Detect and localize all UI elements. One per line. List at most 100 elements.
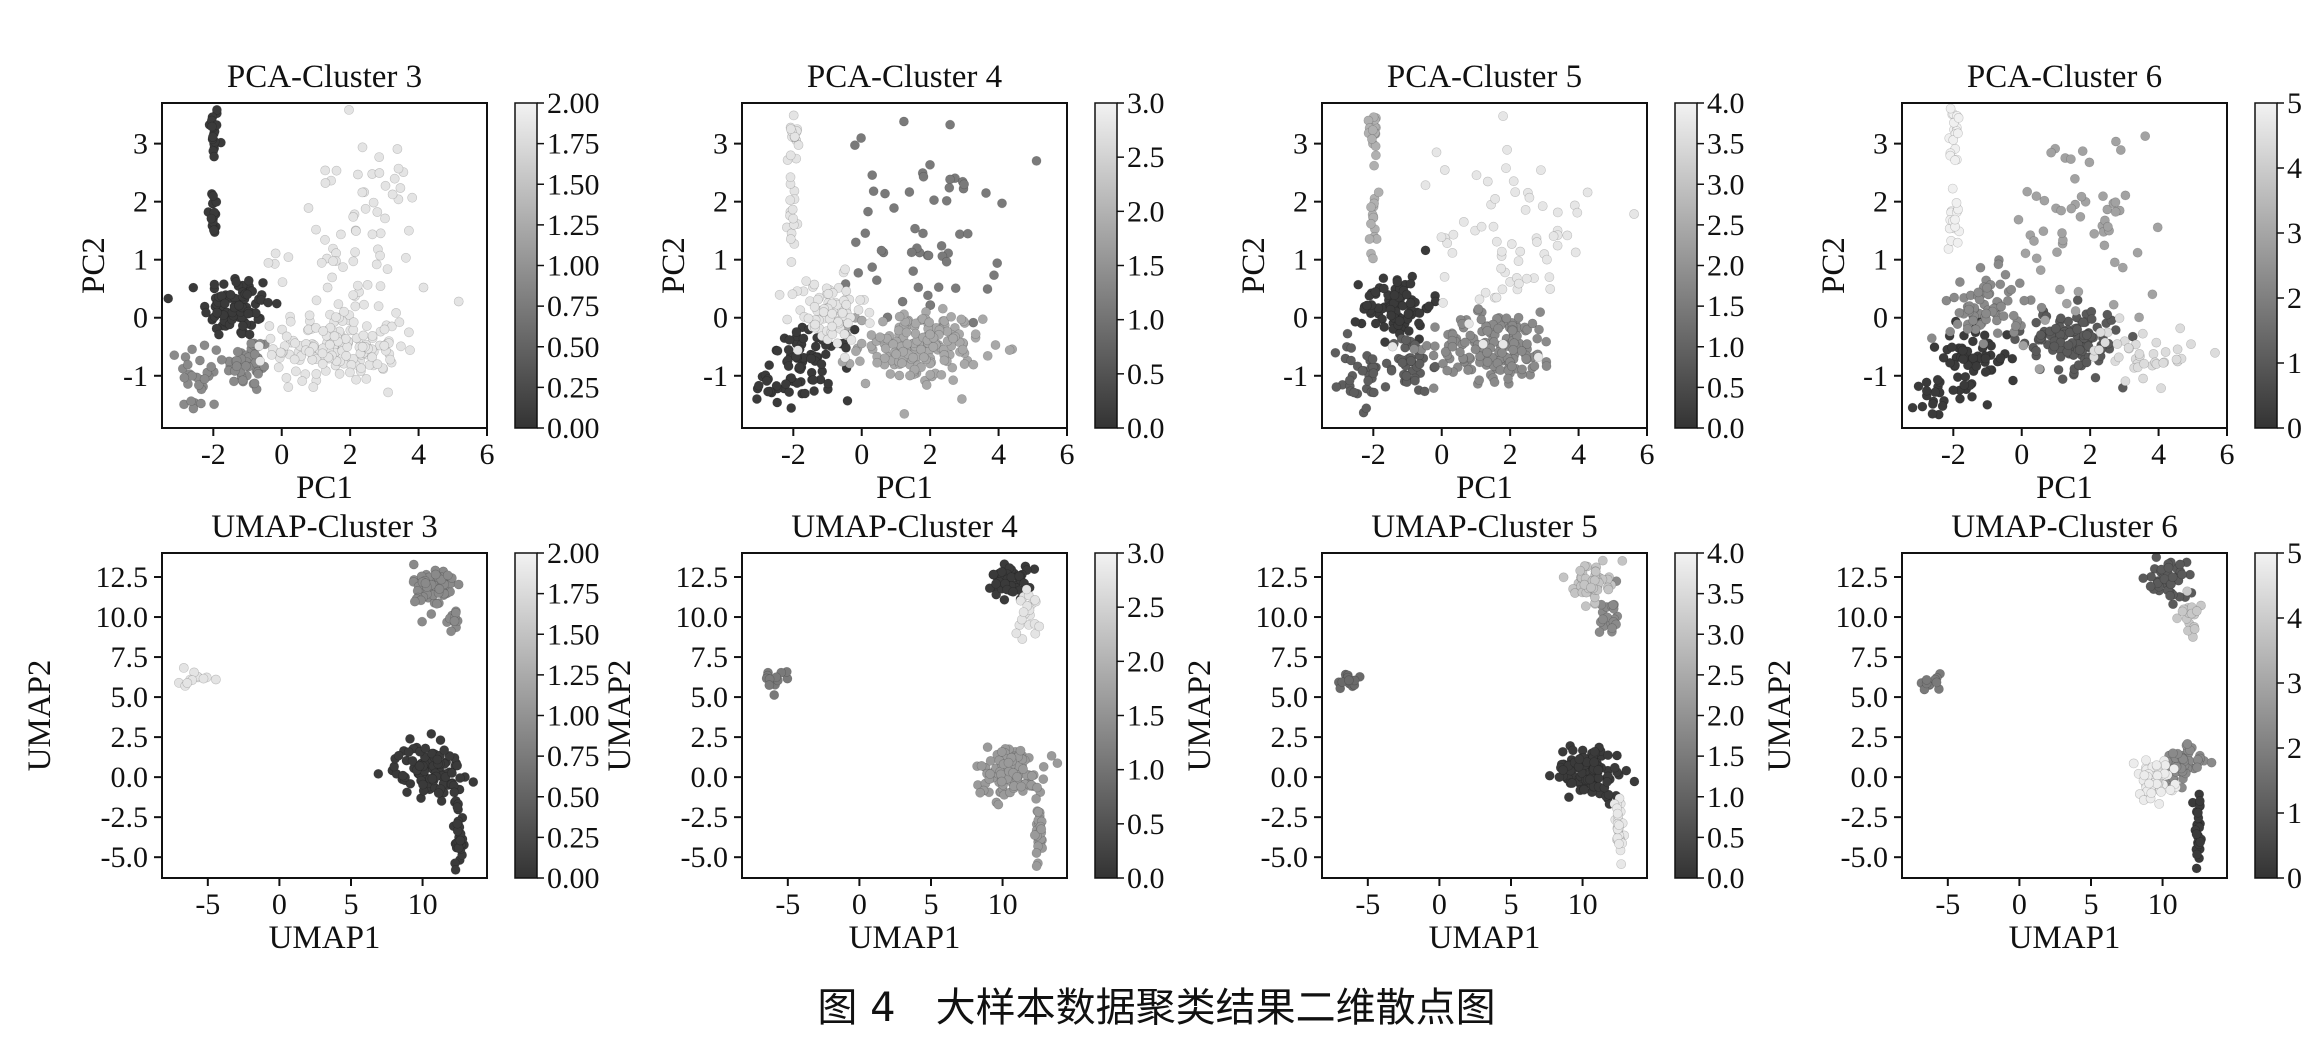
data-point bbox=[1570, 247, 1581, 258]
data-point bbox=[1370, 318, 1381, 329]
data-point bbox=[2177, 606, 2188, 617]
data-point bbox=[1014, 571, 1025, 582]
y-tick-label: 3 bbox=[1293, 128, 1308, 161]
data-point bbox=[2165, 590, 2175, 601]
data-point bbox=[1361, 403, 1372, 414]
data-point bbox=[764, 680, 775, 691]
y-tick-label: 10.0 bbox=[96, 601, 149, 634]
data-point bbox=[1476, 221, 1487, 232]
data-point bbox=[371, 259, 382, 270]
data-point bbox=[2039, 195, 2050, 206]
data-point bbox=[1502, 144, 1512, 155]
x-tick-label: 6 bbox=[480, 438, 495, 471]
data-point bbox=[774, 289, 785, 300]
data-point bbox=[255, 356, 265, 367]
y-tick-label: -1 bbox=[1283, 360, 1308, 393]
data-point bbox=[2156, 787, 2166, 797]
data-point bbox=[367, 229, 378, 240]
data-point bbox=[1344, 675, 1354, 686]
data-point bbox=[2061, 298, 2072, 309]
data-point bbox=[1373, 187, 1384, 198]
data-point bbox=[348, 256, 359, 267]
data-point bbox=[275, 347, 286, 358]
cluster-0-points bbox=[163, 105, 282, 340]
data-point bbox=[925, 329, 935, 340]
data-point bbox=[853, 305, 864, 315]
cluster-2-points bbox=[972, 742, 1063, 871]
x-tick-label: 2 bbox=[2083, 438, 2098, 471]
data-point bbox=[1544, 770, 1555, 781]
colorbar-tick-label: 2.00 bbox=[547, 87, 600, 120]
data-point bbox=[880, 343, 891, 354]
data-point bbox=[918, 171, 929, 182]
data-point bbox=[788, 110, 799, 121]
data-point bbox=[1516, 346, 1527, 356]
colorbar-tick-label: 1.75 bbox=[547, 128, 600, 161]
colorbar-tick-label: 1.5 bbox=[1127, 250, 1165, 283]
data-point bbox=[357, 341, 368, 352]
x-tick-label: 2 bbox=[923, 438, 938, 471]
data-point bbox=[1369, 387, 1379, 398]
data-point bbox=[1379, 283, 1389, 294]
data-point bbox=[928, 341, 939, 352]
data-point bbox=[1346, 343, 1357, 353]
data-point bbox=[2077, 146, 2088, 156]
data-point bbox=[1932, 374, 1943, 385]
data-point bbox=[1031, 794, 1041, 804]
data-point bbox=[420, 578, 431, 589]
data-point bbox=[888, 339, 899, 350]
y-tick-label: 0.0 bbox=[1271, 761, 1309, 794]
data-point bbox=[1438, 358, 1448, 369]
data-point bbox=[793, 140, 804, 150]
data-point bbox=[2000, 269, 2011, 280]
data-point bbox=[333, 299, 344, 309]
data-point bbox=[880, 188, 890, 199]
data-point bbox=[2139, 770, 2150, 781]
data-point bbox=[1371, 150, 1381, 161]
data-point bbox=[1954, 307, 1965, 318]
data-point bbox=[338, 262, 348, 272]
data-point bbox=[2050, 323, 2061, 334]
data-point bbox=[405, 734, 415, 744]
data-point bbox=[2031, 317, 2042, 328]
colorbar-tick-label: 2.5 bbox=[1707, 659, 1745, 692]
colorbar-tick-label: 4.0 bbox=[1707, 87, 1745, 120]
y-tick-label: -5.0 bbox=[681, 841, 729, 874]
data-point bbox=[277, 277, 288, 287]
plot-frame bbox=[1901, 102, 2228, 429]
data-point bbox=[1945, 357, 1955, 368]
data-point bbox=[199, 340, 210, 351]
data-point bbox=[853, 267, 864, 278]
data-point bbox=[344, 367, 355, 378]
data-point bbox=[1405, 278, 1416, 289]
cluster-5-points bbox=[2128, 755, 2181, 809]
data-point bbox=[2110, 206, 2121, 217]
data-point bbox=[1958, 354, 1969, 365]
data-point bbox=[1931, 677, 1942, 688]
colorbar-tick-label: 1.25 bbox=[547, 659, 600, 692]
data-point bbox=[1995, 279, 2006, 290]
data-point bbox=[2006, 284, 2017, 295]
data-point bbox=[2154, 799, 2165, 809]
data-point bbox=[976, 761, 987, 771]
data-point bbox=[387, 189, 398, 200]
colorbar-tick-label: 2.5 bbox=[1127, 141, 1165, 174]
data-point bbox=[1964, 304, 1974, 315]
data-point bbox=[809, 279, 820, 290]
data-point bbox=[791, 327, 802, 337]
data-point bbox=[879, 353, 890, 364]
data-point bbox=[2110, 197, 2121, 208]
colorbar-tick-label: 4 bbox=[2287, 152, 2302, 185]
data-point bbox=[1436, 232, 1447, 242]
data-point bbox=[395, 183, 406, 193]
data-point bbox=[375, 250, 385, 261]
data-point bbox=[1344, 375, 1355, 386]
data-point bbox=[1490, 193, 1500, 204]
data-point bbox=[407, 756, 418, 766]
data-point bbox=[2112, 339, 2123, 349]
subplot-pca-cluster-6: -2 0 2 4 6 -1 0 1 2 3 PCA-Cluster 6 PC1 PC2 0 1 2 3 4 5 bbox=[1816, 59, 2302, 506]
y-tick-label: 2 bbox=[133, 186, 148, 219]
data-point bbox=[1614, 820, 1624, 830]
data-point bbox=[2151, 552, 2162, 563]
data-point bbox=[772, 345, 783, 356]
